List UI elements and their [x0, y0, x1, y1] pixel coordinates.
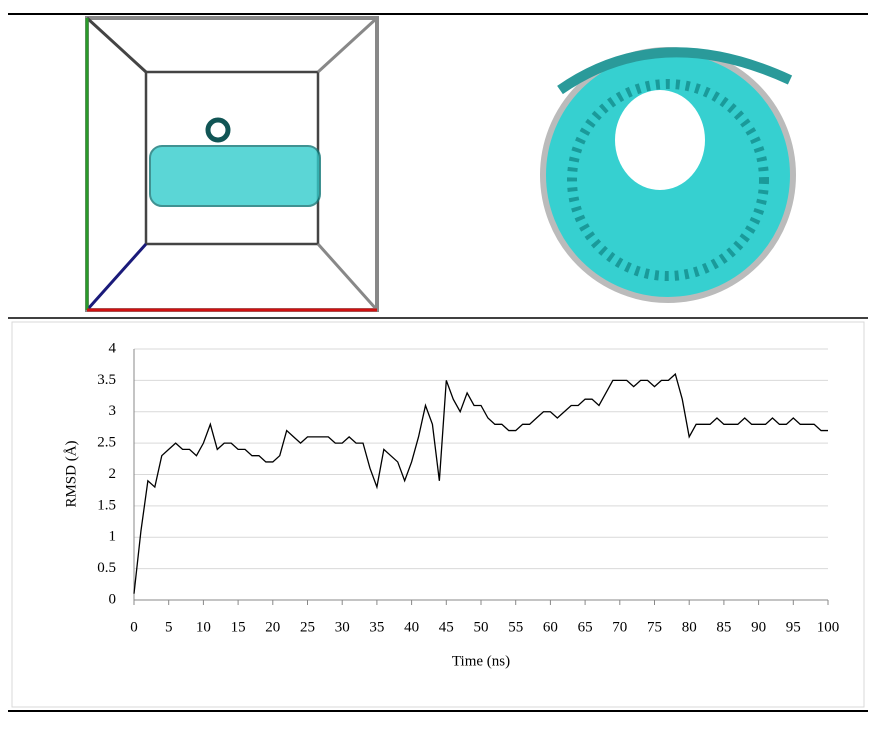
simulation-box-image [85, 16, 379, 312]
x-tick-label: 95 [786, 619, 801, 635]
nanotube-image [540, 47, 796, 303]
x-tick-label: 40 [404, 619, 419, 635]
y-tick-label: 2.5 [97, 435, 116, 451]
y-tick-label: 1 [109, 529, 117, 545]
x-tick-label: 70 [612, 619, 627, 635]
rmsd-line [133, 372, 828, 594]
x-tick-label: 85 [716, 619, 731, 635]
x-tick-label: 30 [335, 619, 350, 635]
y-tick-label: 2 [109, 466, 117, 482]
y-tick-label: 3 [109, 403, 117, 419]
y-tick-label: 1.5 [97, 497, 116, 513]
x-tick-label: 5 [165, 619, 173, 635]
y-tick-label: 3.5 [97, 372, 116, 388]
x-tick-label: 65 [578, 619, 593, 635]
x-tick-label: 45 [439, 619, 454, 635]
x-tick-label: 50 [474, 619, 489, 635]
x-tick-label: 60 [543, 619, 558, 635]
x-tick-label: 0 [130, 619, 138, 635]
x-tick-label: 15 [231, 619, 246, 635]
x-tick-label: 90 [751, 619, 766, 635]
y-tick-label: 0 [109, 591, 117, 607]
x-tick-label: 55 [508, 619, 523, 635]
x-axis-label: Time (ns) [452, 653, 510, 669]
y-tick-label: 0.5 [97, 560, 116, 576]
x-tick-label: 25 [300, 619, 315, 635]
x-tick-label: 100 [817, 619, 840, 635]
chart-frame [11, 321, 865, 708]
y-tick-label: 4 [109, 340, 117, 356]
x-tick-label: 80 [682, 619, 697, 635]
x-tick-label: 20 [265, 619, 280, 635]
y-axis-label: RMSD (Å) [63, 440, 79, 507]
x-tick-label: 75 [647, 619, 662, 635]
x-tick-label: 35 [369, 619, 384, 635]
x-tick-label: 10 [196, 619, 211, 635]
